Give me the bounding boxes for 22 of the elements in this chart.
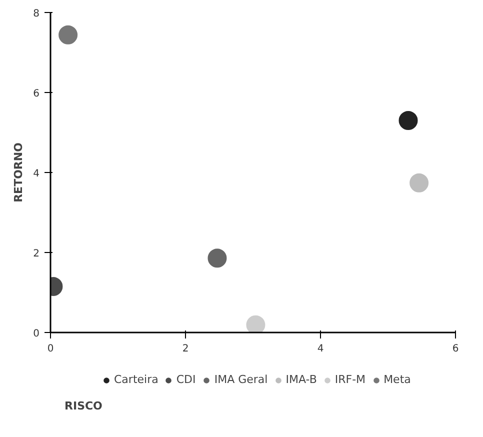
- y-tick-label: 8: [33, 8, 40, 20]
- legend-label: IRF-M: [334, 373, 366, 386]
- x-tick-label: 0: [47, 344, 54, 354]
- legend-label: IMA-B: [286, 373, 317, 386]
- point: [58, 25, 78, 44]
- legend-label: IMA Geral: [214, 373, 268, 386]
- point: [398, 111, 418, 130]
- point: [208, 248, 227, 268]
- y-tick-label: 6: [33, 88, 40, 100]
- y-tick-label: 0: [33, 328, 40, 340]
- point: [410, 173, 429, 192]
- x-axis-title: RISCO: [64, 400, 102, 412]
- legend-label: Carteira: [114, 373, 158, 386]
- y-tick-label: 2: [33, 248, 40, 260]
- x-tick-label: 2: [182, 344, 189, 354]
- legend-label: CDI: [176, 373, 196, 386]
- point: [246, 315, 266, 332]
- x-tick-label: 6: [452, 344, 459, 354]
- y-axis-title: RETORNO: [12, 142, 26, 202]
- x-tick-label: 4: [317, 344, 324, 354]
- legend-label: Meta: [384, 373, 411, 386]
- y-tick-label: 4: [33, 168, 40, 180]
